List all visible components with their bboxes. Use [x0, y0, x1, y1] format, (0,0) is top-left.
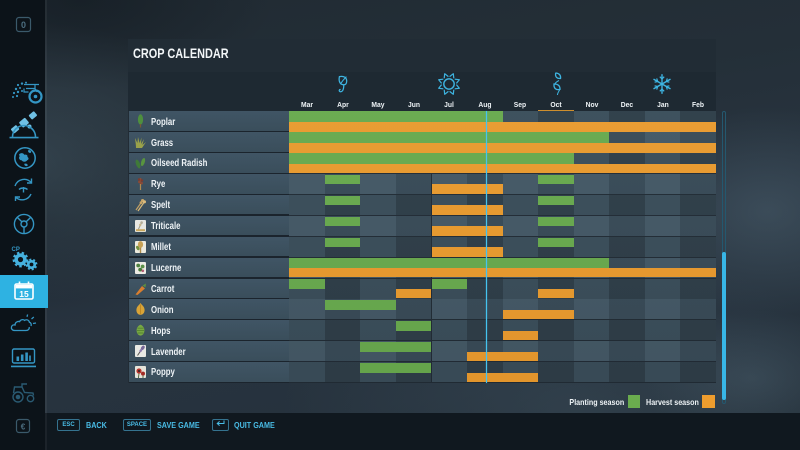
svg-text:15: 15: [19, 289, 29, 299]
svg-text:€: €: [21, 422, 26, 431]
svg-text:0: 0: [21, 20, 26, 30]
svg-text:CP: CP: [12, 247, 20, 253]
